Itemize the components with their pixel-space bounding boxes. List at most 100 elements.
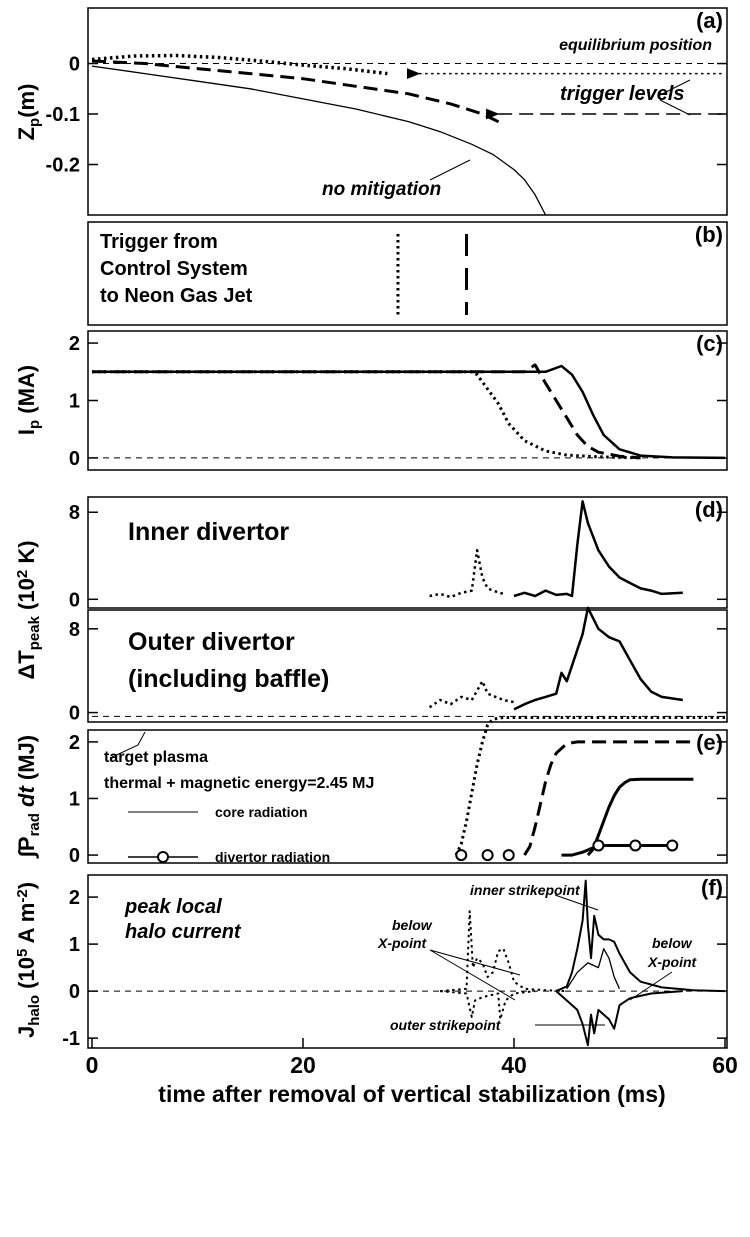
- panel: (d) 0 8 ΔTpeak (102 K) Inner divertor: [14, 496, 728, 680]
- panel-label: (b): [695, 222, 723, 247]
- y-axis-title-part: Z: [14, 127, 39, 140]
- y-tick-label: -0.1: [46, 104, 80, 126]
- legend-label: divertor radiation: [215, 849, 330, 865]
- annotation: no mitigation: [322, 179, 441, 200]
- y-tick-label: 2: [69, 887, 80, 909]
- panel-label: (a): [696, 8, 723, 33]
- y-axis-title-part: halo: [26, 995, 43, 1026]
- leader: [429, 949, 521, 1001]
- annotation: Trigger from: [100, 231, 218, 253]
- annotation: Control System: [100, 258, 248, 280]
- annotation: outer strikepoint: [390, 1017, 502, 1033]
- annotation: below: [652, 935, 693, 951]
- series-line: [92, 364, 726, 460]
- series-marker: [455, 849, 468, 862]
- x-tick-label: 40: [501, 1052, 527, 1078]
- y-axis-title: Zp(m): [14, 84, 43, 141]
- series-line: [428, 679, 515, 709]
- y-axis-title-part: I: [14, 429, 39, 435]
- panel: 0 8 Outer divertor (including baffle): [69, 606, 728, 725]
- y-axis-title-part: (m): [14, 84, 39, 118]
- x-axis-title: time after removal of vertical stabiliza…: [158, 1081, 665, 1107]
- y-axis-title-part: -2: [14, 889, 31, 902]
- y-axis-title-part: 5: [14, 949, 31, 957]
- annotation: thermal + magnetic energy=2.45 MJ: [104, 775, 374, 792]
- annotation: Outer divertor: [128, 628, 295, 656]
- leader: [109, 731, 146, 759]
- panel: (a)0-0.1-0.2Zp(m)equilibrium positiontri…: [14, 7, 728, 216]
- y-tick-label: 0: [69, 589, 80, 611]
- series-line: [92, 363, 641, 460]
- y-tick-label: 1: [69, 788, 80, 810]
- annotation: to Neon Gas Jet: [100, 285, 253, 307]
- y-axis-title-part: K): [14, 540, 39, 569]
- series-marker: [629, 839, 642, 852]
- y-axis-title-part: p: [26, 118, 43, 127]
- panel-frame: [87, 496, 728, 609]
- y-axis-title: Ip (MA): [14, 365, 43, 435]
- y-axis-title: Jhalo (105 A m-2): [14, 882, 43, 1038]
- legend-marker: [157, 851, 169, 863]
- panel-frame: [87, 221, 728, 326]
- annotation: trigger levels: [560, 83, 685, 105]
- y-axis-title-part: (10: [14, 578, 39, 616]
- x-tick-label: 20: [290, 1052, 316, 1078]
- series-line: [429, 549, 504, 599]
- series-marker: [666, 839, 679, 852]
- panel: (e)012∫Prad dt (MJ) target plasmathermal …: [14, 715, 728, 867]
- annotation: X-point: [377, 935, 428, 951]
- y-axis-title: ∫Prad dt (MJ): [14, 735, 43, 859]
- panel: (b) Trigger from Control System to Neon Gas…: [87, 221, 728, 326]
- series-line: [91, 65, 547, 216]
- annotation: inner strikepoint: [470, 882, 581, 898]
- y-axis-title-part: 2: [14, 570, 31, 578]
- series-line: [566, 948, 621, 990]
- leader: [629, 971, 673, 1001]
- leader: [429, 159, 471, 181]
- x-tick-label: 60: [712, 1052, 738, 1078]
- y-axis-title-part: rad: [26, 813, 43, 836]
- y-axis-title-part: ΔT: [14, 650, 39, 680]
- leader: [554, 894, 599, 911]
- y-tick-label: 8: [69, 619, 80, 641]
- series-line: [513, 606, 683, 711]
- y-axis-title-part: (10: [14, 957, 39, 995]
- leader: [659, 79, 691, 116]
- panel-label: (d): [695, 497, 723, 522]
- y-tick-label: 0: [69, 703, 80, 725]
- series-line: [555, 990, 683, 1047]
- annotation: (including baffle): [128, 665, 329, 693]
- panel-frame: [87, 729, 728, 864]
- y-axis-title-part: (MJ): [14, 735, 39, 786]
- y-tick-label: 0: [69, 845, 80, 867]
- annotation: halo current: [125, 921, 242, 943]
- y-tick-label: 0: [69, 54, 80, 76]
- series-line: [92, 370, 641, 460]
- panel-label: (f): [701, 875, 723, 900]
- y-axis-title-part: J: [14, 1026, 39, 1038]
- annotation: target plasma: [104, 749, 208, 766]
- panel-frame: [87, 874, 728, 1049]
- annotation: below: [392, 917, 433, 933]
- y-axis-title-part: ∫P: [14, 836, 39, 859]
- y-tick-label: -1: [62, 1028, 80, 1050]
- x-tick-label: 0: [86, 1052, 99, 1078]
- panel-frame: [87, 7, 728, 216]
- y-axis-title-part: (MA): [14, 365, 39, 420]
- y-axis-title-part: dt: [14, 785, 39, 814]
- series-line: [91, 53, 388, 76]
- series-line: [555, 879, 726, 993]
- y-axis-title-part: A m: [14, 903, 39, 949]
- series-line: [454, 716, 725, 856]
- panel-frame: [87, 609, 728, 723]
- y-axis-title: ΔTpeak (102 K): [14, 540, 43, 679]
- series-line: [440, 910, 567, 993]
- series-line: [561, 844, 673, 857]
- panel-frame: [87, 330, 728, 471]
- series-line: [91, 59, 505, 126]
- annotation: X-point: [647, 954, 698, 970]
- series-marker: [481, 849, 494, 862]
